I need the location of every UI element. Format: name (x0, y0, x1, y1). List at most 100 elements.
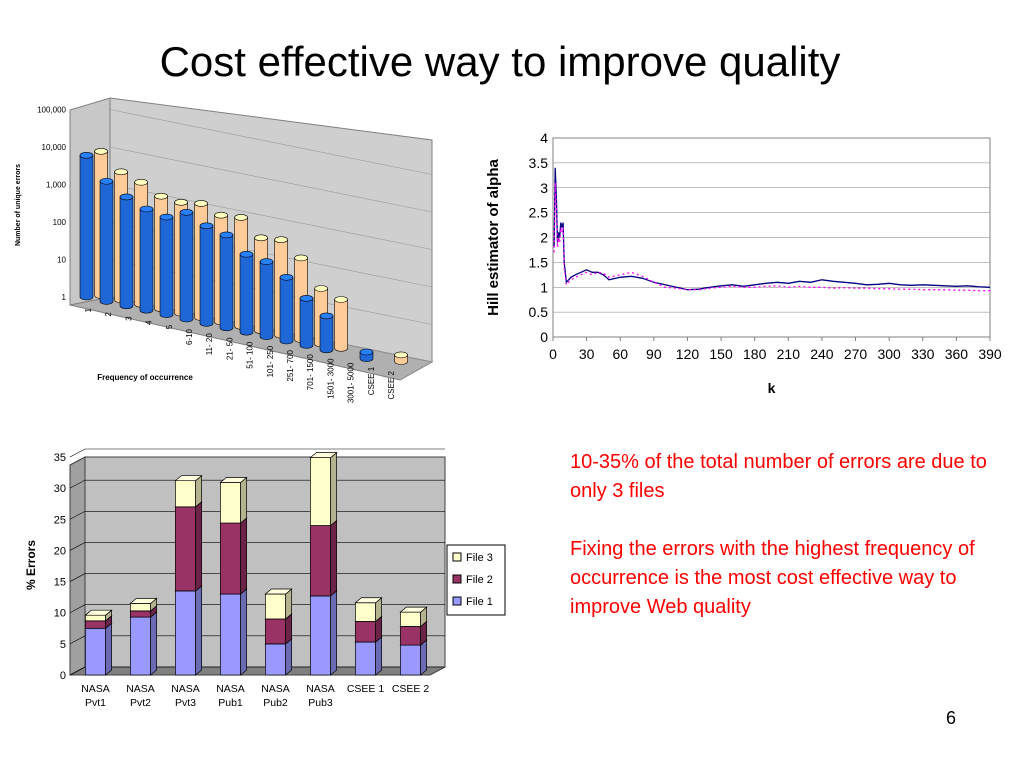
chart1-bar-body (299, 298, 314, 349)
chart2-xtick: 240 (810, 346, 834, 362)
chart1-bar-body (119, 196, 134, 310)
chart1-ytick: 100,000 (37, 106, 66, 115)
chart1-bar-body (99, 180, 114, 305)
chart1-bar-top (154, 192, 168, 200)
chart3-bar-top (84, 609, 113, 616)
chart1-bar-body (159, 216, 174, 318)
chart1-ylabel: Number of unique errors (15, 164, 22, 246)
chart3-bar-top (354, 597, 383, 604)
chart3-xtick: NASA (216, 683, 245, 695)
chart3-xtick: NASA (261, 683, 290, 695)
chart1-xtick: 251- 700 (286, 349, 295, 381)
note-cost-effective: Fixing the errors with the highest frequ… (570, 538, 975, 618)
chart1-bar-body (139, 208, 154, 314)
chart3-bar-side (105, 622, 112, 676)
chart1-xtick: 11- 20 (205, 333, 214, 356)
chart1-bar-top (174, 199, 188, 206)
chart1-bar-top (259, 258, 274, 265)
chart3-bar-segment (309, 451, 338, 527)
chart3-side-wall (69, 456, 86, 676)
chart3-bar-segment (219, 476, 248, 524)
chart1-bar-top (359, 348, 374, 356)
chart3-ytick: 15 (54, 577, 66, 589)
chart1-bar-top (119, 193, 134, 201)
chart3-bar-top (309, 452, 338, 458)
chart2-series-solid (553, 167, 991, 291)
chart1-bar (359, 348, 374, 362)
chart1-bar-top (94, 148, 108, 155)
chart3-bar-segment (399, 606, 428, 628)
chart1-bar (319, 312, 334, 354)
chart1-ytick: 1,000 (46, 181, 67, 190)
chart3-bar-front (85, 620, 106, 629)
chart2-ytick: 3.5 (529, 155, 549, 171)
chart1-bar-top (334, 296, 348, 303)
chart1-bar-body (199, 225, 214, 327)
chart3-bar-front (400, 611, 421, 627)
chart1-xtick: 3 (124, 316, 133, 321)
chart1-bar-top (214, 211, 228, 219)
chart3-bar-front (355, 602, 376, 622)
chart3-legend-label: File 2 (466, 574, 493, 586)
chart1-bar (394, 351, 408, 365)
chart3-bar-front (85, 627, 106, 676)
chart3-bar-top (129, 598, 158, 604)
chart3-bar-segment (354, 636, 383, 676)
chart3-bar-side (420, 639, 427, 676)
chart1-bar-top (219, 231, 234, 239)
chart1-xtick: CSEE 1 (367, 366, 376, 395)
chart1-xtick: 6-10 (185, 328, 194, 345)
chart1-bar-top (274, 236, 288, 243)
chart1-bar (99, 177, 114, 305)
chart1-bar (119, 193, 134, 310)
chart3-bar-side (195, 501, 202, 592)
chart3-xtick: NASA (306, 683, 335, 695)
chart1-bar-top (234, 214, 248, 221)
chart3-bar-top (399, 606, 428, 613)
chart2-xtick: 0 (549, 346, 557, 362)
chart3-bar-top (219, 477, 248, 483)
chart3-bar-front (310, 457, 331, 526)
chart3-bar-front (220, 482, 241, 524)
chart3-bar-segment (174, 474, 203, 508)
chart2-xlabel: k (768, 380, 776, 396)
chart1-xtick: 1 (84, 307, 93, 312)
chart1-bar-top (99, 177, 114, 185)
slide-title: Cost effective way to improve quality (159, 38, 841, 85)
chart3-xtick: CSEE 1 (347, 683, 385, 695)
chart2-ylabel: Hill estimator of alpha (485, 158, 502, 315)
chart3-bar-side (240, 517, 247, 595)
chart3-gridline (69, 448, 445, 458)
chart3-bar-front (265, 643, 286, 676)
chart1-bar-top (239, 250, 254, 258)
chart1-bar-body (334, 299, 348, 352)
chart1-ytick: 100 (53, 218, 67, 227)
chart3-bar-front (400, 626, 421, 646)
chart3-ylabel: % Errors (24, 540, 38, 590)
chart2-xtick: 360 (945, 346, 969, 362)
chart2-xtick: 300 (877, 346, 901, 362)
chart3-bar-top (174, 475, 203, 482)
chart2-xtick: 390 (978, 346, 1002, 362)
chart3-bar-front (220, 593, 241, 676)
note-top-files: 10-35% of the total number of errors are… (570, 451, 987, 502)
chart3-bar-front (220, 522, 241, 595)
log-bar-chart: 1 10 100 1,000 10,000 100,000 1 2 3 4 5 6-10 11- 20 2… (15, 97, 434, 403)
chart1-bar-top (79, 152, 94, 159)
chart3-floor (69, 666, 446, 676)
chart3-bar-front (130, 610, 151, 618)
chart1-xtick: 1501- 3000 (326, 358, 335, 399)
chart3-xtick: CSEE 2 (392, 683, 430, 695)
chart3-bar-front (130, 603, 151, 612)
chart1-xtick: CSEE 2 (387, 370, 396, 399)
chart2-ytick: 4 (540, 130, 548, 146)
chart3-bar-front (85, 614, 106, 622)
chart1-xtick: 5 (165, 324, 174, 329)
chart3-bar-front (400, 644, 421, 676)
chart1-bar (239, 250, 254, 336)
chart2-xtick: 60 (612, 346, 628, 362)
chart1-bar (79, 152, 94, 301)
chart3-bar-segment (174, 501, 203, 592)
page-number: 6 (946, 708, 957, 728)
chart3-xtick: Pub2 (263, 697, 288, 709)
